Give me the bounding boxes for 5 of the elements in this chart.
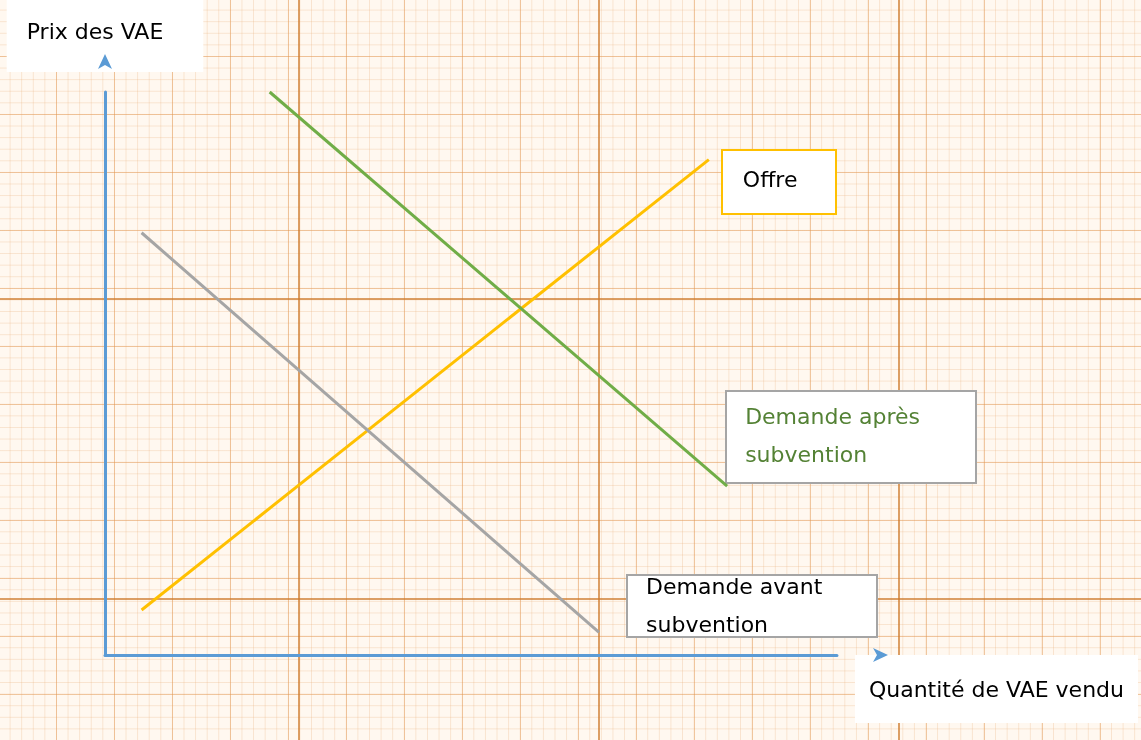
text: Demande avant subvention (646, 573, 824, 640)
series-label: Demande après subvention (745, 403, 921, 470)
y-axis-title: Prix des VAE (26, 18, 164, 44)
series-label: Offre (742, 165, 799, 194)
x-axis-title: Quantité de VAE vendu (868, 676, 1124, 702)
